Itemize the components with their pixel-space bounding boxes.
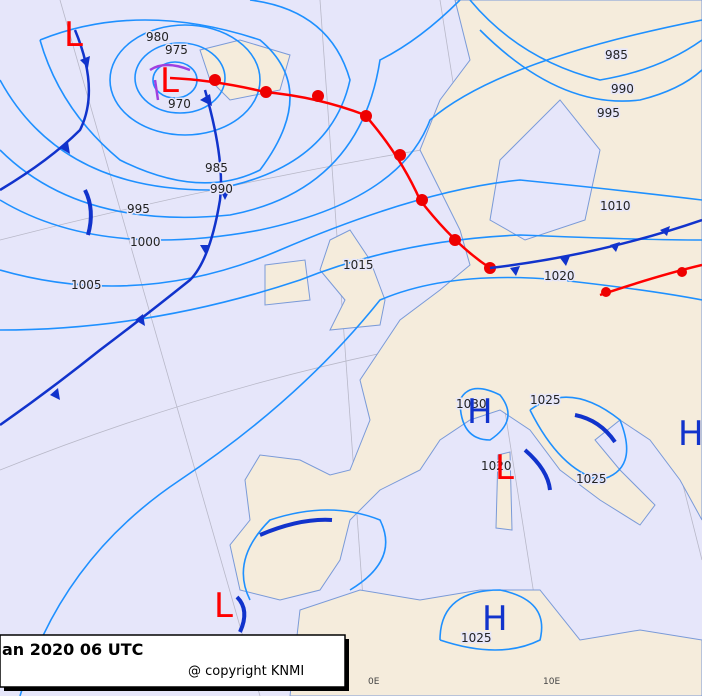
- cold-front-symbols: [50, 56, 670, 400]
- meridian: [319, 0, 371, 696]
- isobar-label: 995: [127, 202, 150, 216]
- isobar-label: 1015: [343, 258, 374, 272]
- isobar: [0, 179, 702, 287]
- high-center: H: [678, 414, 702, 454]
- isobar: [39, 19, 291, 184]
- valid-time: an 2020 06 UTC: [2, 640, 143, 659]
- isobar: [459, 387, 509, 441]
- isobar: [0, 234, 702, 331]
- isobar: [134, 42, 226, 114]
- isobar-label: 995: [597, 106, 620, 120]
- isobar-label: 990: [210, 182, 233, 196]
- meridian-label: 0E: [368, 677, 380, 687]
- isobar-label: 990: [611, 82, 634, 96]
- warm-front-symbol: [677, 267, 687, 277]
- cold-front: [489, 218, 702, 270]
- meridian-label: 10E: [543, 677, 560, 687]
- isobar-label: 1000: [130, 235, 161, 249]
- occluded-front: [149, 63, 191, 101]
- isobar-label: 1025: [461, 631, 492, 645]
- isobar-label: 1020: [481, 459, 512, 473]
- meridian: [59, 0, 261, 696]
- baltic-sea: [489, 99, 601, 241]
- isobar-label: 980: [146, 30, 169, 44]
- africa: [289, 589, 702, 696]
- isobar-label: 1020: [544, 269, 575, 283]
- isobar: [439, 589, 543, 651]
- isobar: [469, 0, 702, 81]
- great-britain: [319, 229, 386, 331]
- isobar: [0, 19, 702, 241]
- warm-front-symbol: [601, 287, 611, 297]
- high-center: H: [467, 392, 493, 432]
- isobar-label: 970: [168, 97, 191, 111]
- isobar-label: 1025: [530, 393, 561, 407]
- isobar: [19, 276, 702, 696]
- isobar: [0, 0, 461, 219]
- isobar-label: 985: [605, 48, 628, 62]
- isobar-label: 1005: [71, 278, 102, 292]
- isobar-label: 1025: [576, 472, 607, 486]
- land: [199, 0, 702, 696]
- fronts: [0, 29, 702, 633]
- high-center: H: [482, 599, 508, 639]
- isobar: [479, 29, 702, 102]
- isobar: [529, 396, 628, 481]
- isobar-label: 975: [165, 43, 188, 57]
- warm-front-symbols: [209, 74, 496, 274]
- cold-front: [0, 89, 223, 427]
- isobar-label: 1010: [600, 199, 631, 213]
- ireland: [264, 259, 311, 306]
- pressure-centers: L L H L H L H: [64, 15, 702, 639]
- isobar-label: 1030: [456, 397, 487, 411]
- corsica-sardinia: [495, 451, 513, 531]
- isobar: [0, 0, 351, 191]
- troughs: [83, 189, 617, 633]
- isobar: [109, 24, 261, 136]
- low-center: L: [495, 448, 514, 488]
- isobar-labels: 980 975 970 985 990 995 1000 1005 1015 1…: [70, 29, 636, 647]
- isobar: [242, 509, 387, 601]
- isobar-label: 985: [205, 161, 228, 175]
- footer-box: [0, 634, 346, 688]
- warm-front: [599, 263, 702, 297]
- low-center: L: [160, 61, 179, 101]
- footer: an 2020 06 UTC @ copyright KNMI: [0, 634, 349, 691]
- low-center: L: [214, 586, 233, 626]
- low-center: L: [64, 15, 83, 55]
- copyright: @ copyright KNMI: [188, 664, 304, 679]
